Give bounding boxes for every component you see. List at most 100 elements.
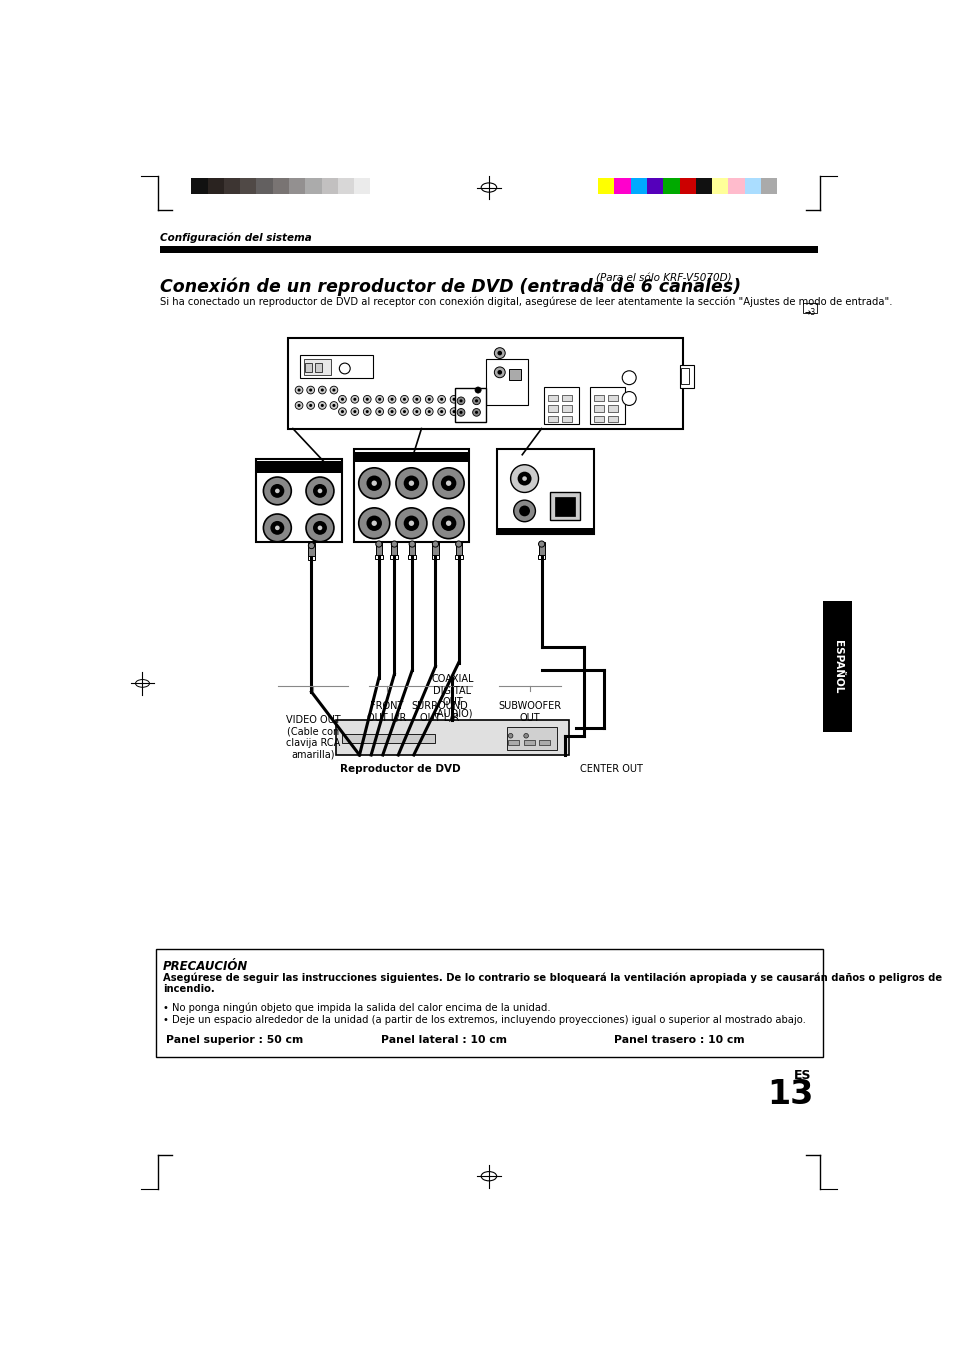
Circle shape bbox=[459, 411, 462, 413]
Bar bbox=[679, 365, 693, 388]
Circle shape bbox=[294, 401, 303, 409]
Circle shape bbox=[388, 408, 395, 416]
Circle shape bbox=[377, 397, 381, 401]
Text: (Para el sólo KRF-V5070D): (Para el sólo KRF-V5070D) bbox=[596, 274, 731, 284]
Circle shape bbox=[440, 476, 456, 490]
Circle shape bbox=[433, 467, 464, 499]
Bar bbox=[307, 557, 315, 561]
Bar bbox=[256, 461, 341, 473]
Bar bbox=[590, 386, 624, 424]
Bar bbox=[305, 363, 312, 373]
Circle shape bbox=[437, 396, 445, 403]
Bar bbox=[303, 359, 331, 374]
Circle shape bbox=[400, 396, 408, 403]
Text: • No ponga ningún objeto que impida la salida del calor encima de la unidad.: • No ponga ningún objeto que impida la s… bbox=[162, 1002, 550, 1013]
Bar bbox=[375, 555, 382, 559]
Circle shape bbox=[263, 477, 291, 505]
Circle shape bbox=[433, 508, 464, 539]
Bar bbox=[598, 178, 614, 195]
Circle shape bbox=[313, 521, 327, 535]
Bar bbox=[608, 416, 618, 423]
Circle shape bbox=[439, 397, 443, 401]
Circle shape bbox=[450, 396, 457, 403]
Circle shape bbox=[308, 543, 314, 549]
Text: SURROUND
OUT L/R: SURROUND OUT L/R bbox=[411, 701, 467, 723]
Bar bbox=[335, 720, 568, 755]
Bar bbox=[355, 451, 468, 462]
Bar bbox=[455, 388, 485, 423]
Bar bbox=[255, 458, 342, 542]
Circle shape bbox=[413, 408, 420, 416]
Bar bbox=[224, 178, 240, 195]
Bar bbox=[240, 178, 256, 195]
Text: COAXIAL
DIGITAL
OUT
(AUDIO): COAXIAL DIGITAL OUT (AUDIO) bbox=[431, 674, 474, 719]
Circle shape bbox=[437, 408, 445, 416]
Bar bbox=[822, 601, 852, 732]
Circle shape bbox=[425, 396, 433, 403]
Circle shape bbox=[472, 397, 480, 405]
Circle shape bbox=[320, 404, 323, 407]
Circle shape bbox=[351, 396, 358, 403]
Circle shape bbox=[306, 477, 334, 505]
Bar bbox=[561, 394, 571, 401]
Bar bbox=[547, 394, 558, 401]
Circle shape bbox=[508, 734, 513, 738]
Circle shape bbox=[452, 411, 456, 413]
Circle shape bbox=[494, 347, 505, 358]
Circle shape bbox=[408, 481, 414, 486]
Circle shape bbox=[339, 363, 350, 374]
Bar bbox=[192, 178, 208, 195]
Bar bbox=[354, 450, 468, 542]
Bar bbox=[561, 416, 571, 423]
Circle shape bbox=[330, 401, 337, 409]
Bar bbox=[537, 542, 544, 555]
Circle shape bbox=[621, 392, 636, 405]
Bar bbox=[432, 542, 438, 555]
Circle shape bbox=[358, 508, 390, 539]
Circle shape bbox=[338, 408, 346, 416]
Circle shape bbox=[475, 386, 480, 393]
Bar bbox=[547, 405, 558, 412]
Bar bbox=[156, 948, 822, 1056]
Circle shape bbox=[475, 400, 477, 403]
Bar bbox=[299, 354, 373, 378]
Circle shape bbox=[400, 408, 408, 416]
Circle shape bbox=[464, 397, 468, 401]
Circle shape bbox=[497, 351, 501, 355]
Circle shape bbox=[306, 513, 334, 542]
Circle shape bbox=[318, 386, 326, 394]
Circle shape bbox=[309, 389, 312, 392]
Circle shape bbox=[427, 411, 431, 413]
Circle shape bbox=[340, 397, 344, 401]
Text: SUBWOOFER
OUT: SUBWOOFER OUT bbox=[497, 701, 561, 723]
Bar bbox=[431, 555, 439, 559]
Bar bbox=[608, 394, 618, 401]
Bar bbox=[391, 542, 397, 555]
Bar bbox=[408, 555, 416, 559]
Bar bbox=[455, 555, 462, 559]
Bar bbox=[342, 734, 435, 743]
Bar bbox=[630, 178, 646, 195]
Circle shape bbox=[366, 516, 381, 531]
Text: Panel superior : 50 cm: Panel superior : 50 cm bbox=[166, 1035, 303, 1046]
Circle shape bbox=[390, 411, 394, 413]
Circle shape bbox=[363, 408, 371, 416]
Bar bbox=[337, 178, 354, 195]
Text: Si ha conectado un reproductor de DVD al receptor con conexión digital, asegúres: Si ha conectado un reproductor de DVD al… bbox=[159, 297, 891, 308]
Bar bbox=[273, 178, 289, 195]
Circle shape bbox=[332, 389, 335, 392]
Circle shape bbox=[390, 397, 394, 401]
Circle shape bbox=[263, 513, 291, 542]
Circle shape bbox=[445, 520, 451, 526]
Bar bbox=[662, 178, 679, 195]
Circle shape bbox=[351, 408, 358, 416]
Bar bbox=[456, 542, 461, 555]
Bar bbox=[288, 338, 682, 428]
Circle shape bbox=[450, 408, 457, 416]
Circle shape bbox=[317, 526, 322, 530]
Circle shape bbox=[521, 477, 526, 481]
Circle shape bbox=[413, 396, 420, 403]
Text: Configuración del sistema: Configuración del sistema bbox=[159, 232, 311, 243]
Bar bbox=[608, 405, 618, 412]
Text: • Deje un espacio alrededor de la unidad (a partir de los extremos, incluyendo p: • Deje un espacio alrededor de la unidad… bbox=[162, 1016, 804, 1025]
